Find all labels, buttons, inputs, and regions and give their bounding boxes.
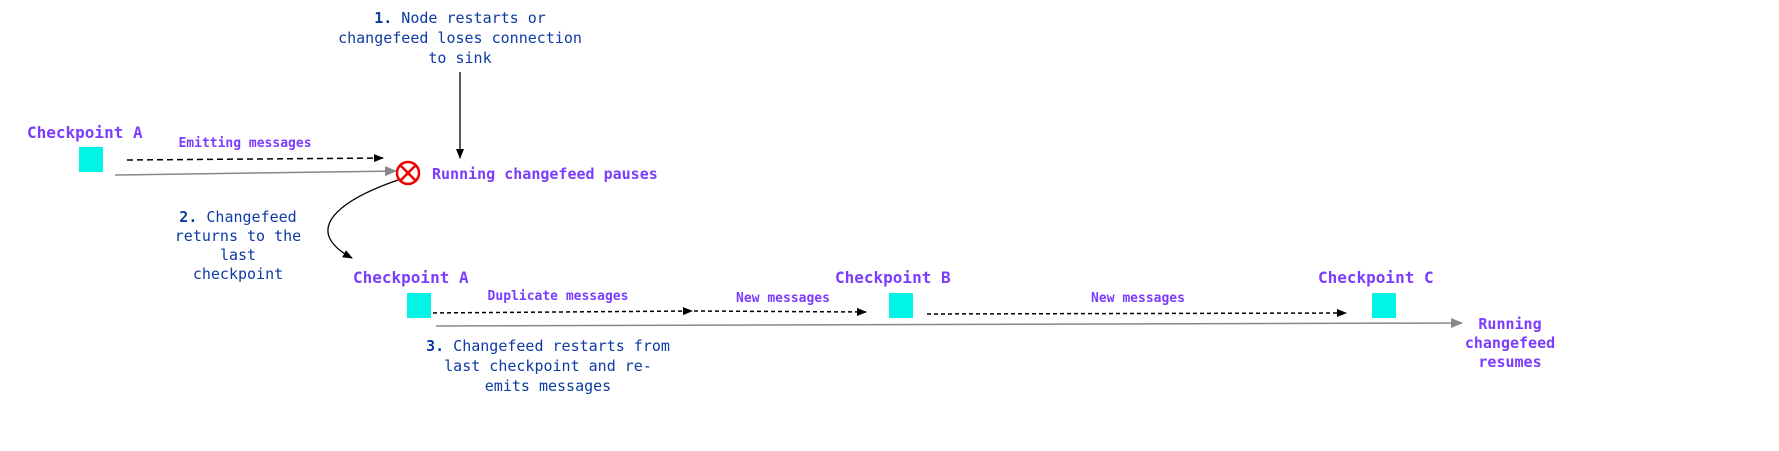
pauses-label: Running changefeed pauses	[432, 165, 658, 183]
note-line: Changefeed restarts from	[453, 337, 670, 355]
step2-note: 2. Changefeed returns to the last checkp…	[175, 208, 301, 284]
return-curve-arrow	[327, 179, 399, 259]
checkpoint-b-label: Checkpoint B	[835, 268, 951, 287]
duplicate-messages-arrow	[425, 307, 693, 316]
checkpoint-a-label: Checkpoint A	[27, 123, 143, 142]
new-messages-label-2: New messages	[1091, 291, 1185, 306]
duplicate-messages-label: Duplicate messages	[487, 289, 629, 304]
note-line: Node restarts or	[401, 9, 546, 27]
new-messages-arrow-2	[926, 309, 1347, 318]
step3-note: 3. Changefeed restarts from last checkpo…	[426, 336, 670, 396]
note-line: last	[219, 246, 257, 264]
status-line: Running	[1478, 315, 1542, 333]
checkpoint-b-marker	[889, 293, 913, 318]
note-line: Changefeed	[206, 208, 297, 226]
checkpoint-a-marker	[79, 147, 103, 172]
status-line: resumes	[1478, 353, 1542, 371]
resumes-label: Running changefeed resumes	[1465, 315, 1555, 372]
timeline-1	[114, 166, 397, 177]
circle-x-icon	[395, 160, 421, 186]
new-messages-label-1: New messages	[736, 291, 830, 306]
note-line: changefeed loses connection	[338, 29, 582, 47]
step-number: 3.	[426, 337, 445, 355]
checkpoint-c-label: Checkpoint C	[1318, 268, 1434, 287]
note-line: checkpoint	[192, 265, 284, 283]
new-messages-arrow-1	[693, 307, 867, 316]
checkpoint-a-restart-label: Checkpoint A	[353, 268, 469, 287]
checkpoint-c-marker	[1372, 293, 1396, 318]
note-line: last checkpoint and re-	[444, 357, 652, 375]
emitting-messages-arrow	[126, 154, 384, 163]
note-line: returns to the	[174, 227, 302, 245]
timeline-2	[435, 318, 1463, 329]
step-number: 1.	[374, 9, 393, 27]
status-line: changefeed	[1464, 334, 1556, 352]
step-number: 2.	[179, 208, 198, 226]
emitting-messages-label: Emitting messages	[178, 136, 312, 151]
note-line: to sink	[428, 49, 492, 67]
checkpoint-a-restart-marker	[407, 293, 431, 318]
step1-note: 1. Node restarts or changefeed loses con…	[338, 8, 582, 68]
note-line: emits messages	[484, 377, 612, 395]
